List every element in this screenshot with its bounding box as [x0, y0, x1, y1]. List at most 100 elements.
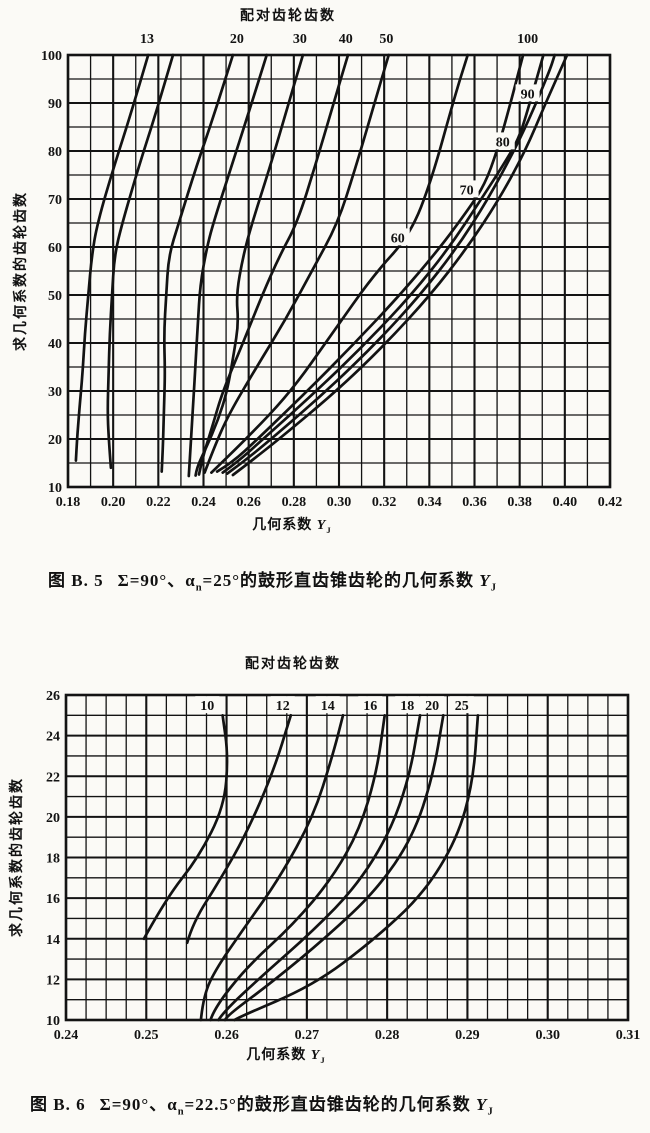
label-knockout: [358, 696, 383, 714]
label-knockout: [270, 696, 295, 714]
label-14: 14: [46, 933, 60, 948]
curve-z2-13: [74, 53, 150, 462]
chart2-x-axis-symbol-sub: J: [320, 1054, 326, 1065]
label-18: 18: [400, 699, 414, 714]
label-20: 20: [48, 433, 62, 448]
label-25: 25: [455, 699, 469, 714]
curve-labels: 13 20 30 40 50 60 70 80 90 100: [140, 32, 540, 246]
data-curves: [142, 713, 480, 1022]
label-14: 14: [321, 699, 335, 714]
figure-b5-caption-pre: Σ=90°、α: [117, 571, 196, 590]
label-20: 20: [46, 811, 60, 826]
figure-b5-symbol: Y: [479, 571, 491, 590]
curve-z2-30: [194, 53, 305, 477]
curve-z2-50: [203, 53, 391, 474]
label-0.31: 0.31: [616, 1028, 641, 1043]
label-26: 26: [46, 689, 60, 704]
label-0.40: 0.40: [553, 495, 578, 510]
label-0.29: 0.29: [455, 1028, 480, 1043]
label-0.30: 0.30: [327, 495, 352, 510]
curve-z2-18: [217, 713, 422, 1022]
label-16: 16: [46, 892, 60, 907]
label-knockout: [315, 696, 340, 714]
figure-b6-caption-pre: Σ=90°、α: [99, 1095, 178, 1114]
curve-z2-90: [225, 53, 557, 475]
label-18: 18: [46, 852, 60, 867]
curve-z2-60: [210, 53, 470, 474]
label-0.28: 0.28: [375, 1028, 400, 1043]
chart2-x-axis-title-text: 几何系数: [246, 1048, 311, 1063]
label-0.27: 0.27: [295, 1028, 320, 1043]
label-70: 70: [460, 183, 474, 198]
chart2-x-axis-symbol: Y: [310, 1048, 321, 1063]
label-knockout: [449, 696, 474, 714]
label-0.30: 0.30: [535, 1028, 560, 1043]
curve-z2-12: [185, 713, 293, 945]
figure-b6-symbol: Y: [476, 1095, 488, 1114]
curve-z2-20: [223, 713, 445, 1022]
chart1-x-axis-title: 几何系数 YJ: [252, 514, 331, 535]
label-50: 50: [48, 289, 62, 304]
label-16: 16: [363, 699, 377, 714]
curve-z2-16: [209, 713, 387, 1022]
label-0.22: 0.22: [146, 495, 171, 510]
curve-labels: 10 12 14 16 18 20 25: [195, 696, 474, 714]
label-0.24: 0.24: [191, 495, 216, 510]
label-0.20: 0.20: [101, 495, 126, 510]
label-knockout: [490, 132, 515, 150]
tick-labels: 0.18 0.20 0.22 0.24 0.26 0.28 0.30 0.32 0.34 0.36…: [41, 49, 622, 510]
label-knockout: [395, 696, 420, 714]
label-12: 12: [276, 699, 290, 714]
curve-z2-100: [231, 53, 569, 477]
label-30: 30: [48, 385, 62, 400]
label-50: 50: [379, 32, 393, 47]
chart1-x-axis-title-text: 几何系数: [252, 518, 317, 533]
chart1-y-axis-title: 求几何系数的齿轮齿数: [14, 191, 29, 351]
figure-b5-caption-mid: =25°的鼓形直齿锥齿轮的几何系数: [202, 571, 480, 590]
label-10: 10: [46, 1014, 60, 1029]
chart1-top-axis-title: 配对齿轮齿数: [240, 9, 336, 24]
label-knockout: [515, 84, 540, 102]
figure-b5-alpha-sub: n: [195, 582, 203, 594]
figure-b6-symbol-sub: J: [487, 1106, 494, 1118]
curve-z2-10: [142, 713, 229, 941]
label-80: 80: [48, 145, 62, 160]
label-0.32: 0.32: [372, 495, 397, 510]
figure-b5-plot: 13 20 30 40 50 60 70 80 90 100 0.18 0.20 0.22 0.24 0.2…: [41, 32, 622, 510]
chart2-top-axis-title: 配对齿轮齿数: [245, 657, 341, 672]
figure-b5-symbol-sub: J: [490, 582, 497, 594]
label-0.18: 0.18: [56, 495, 81, 510]
label-90: 90: [48, 97, 62, 112]
label-20: 20: [230, 32, 244, 47]
label-knockout: [420, 696, 445, 714]
label-70: 70: [48, 193, 62, 208]
figure-b5-caption: 图 B. 5 Σ=90°、αn=25°的鼓形直齿锥齿轮的几何系数 YJ: [48, 566, 497, 593]
label-100: 100: [517, 32, 538, 47]
label-80: 80: [496, 135, 510, 150]
label-10: 10: [200, 699, 214, 714]
tick-labels: 0.24 0.25 0.26 0.27 0.28 0.29 0.30 0.31 10 12 14 16…: [46, 689, 640, 1043]
label-0.28: 0.28: [282, 495, 307, 510]
label-60: 60: [48, 241, 62, 256]
figure-b6-caption-mid: =22.5°的鼓形直齿锥齿轮的几何系数: [184, 1095, 477, 1114]
curve-z2-14: [199, 713, 345, 1022]
curve-z2-25: [233, 713, 480, 1022]
label-30: 30: [293, 32, 307, 47]
label-40: 40: [48, 337, 62, 352]
label-24: 24: [46, 730, 60, 745]
label-0.42: 0.42: [598, 495, 623, 510]
label-0.25: 0.25: [134, 1028, 159, 1043]
label-40: 40: [339, 32, 353, 47]
label-0.26: 0.26: [236, 495, 261, 510]
chart2-y-axis-title: 求几何系数的齿轮齿数: [10, 777, 25, 937]
label-10: 10: [48, 481, 62, 496]
curve-z2-unlabeled: [106, 53, 175, 470]
figure-b6-alpha-sub: n: [177, 1106, 185, 1118]
data-curves: [74, 53, 569, 478]
label-12: 12: [46, 973, 60, 988]
label-0.24: 0.24: [54, 1028, 79, 1043]
chart2-x-axis-title: 几何系数 YJ: [246, 1044, 325, 1065]
label-knockout: [385, 228, 410, 246]
curve-z2-70: [215, 53, 525, 473]
